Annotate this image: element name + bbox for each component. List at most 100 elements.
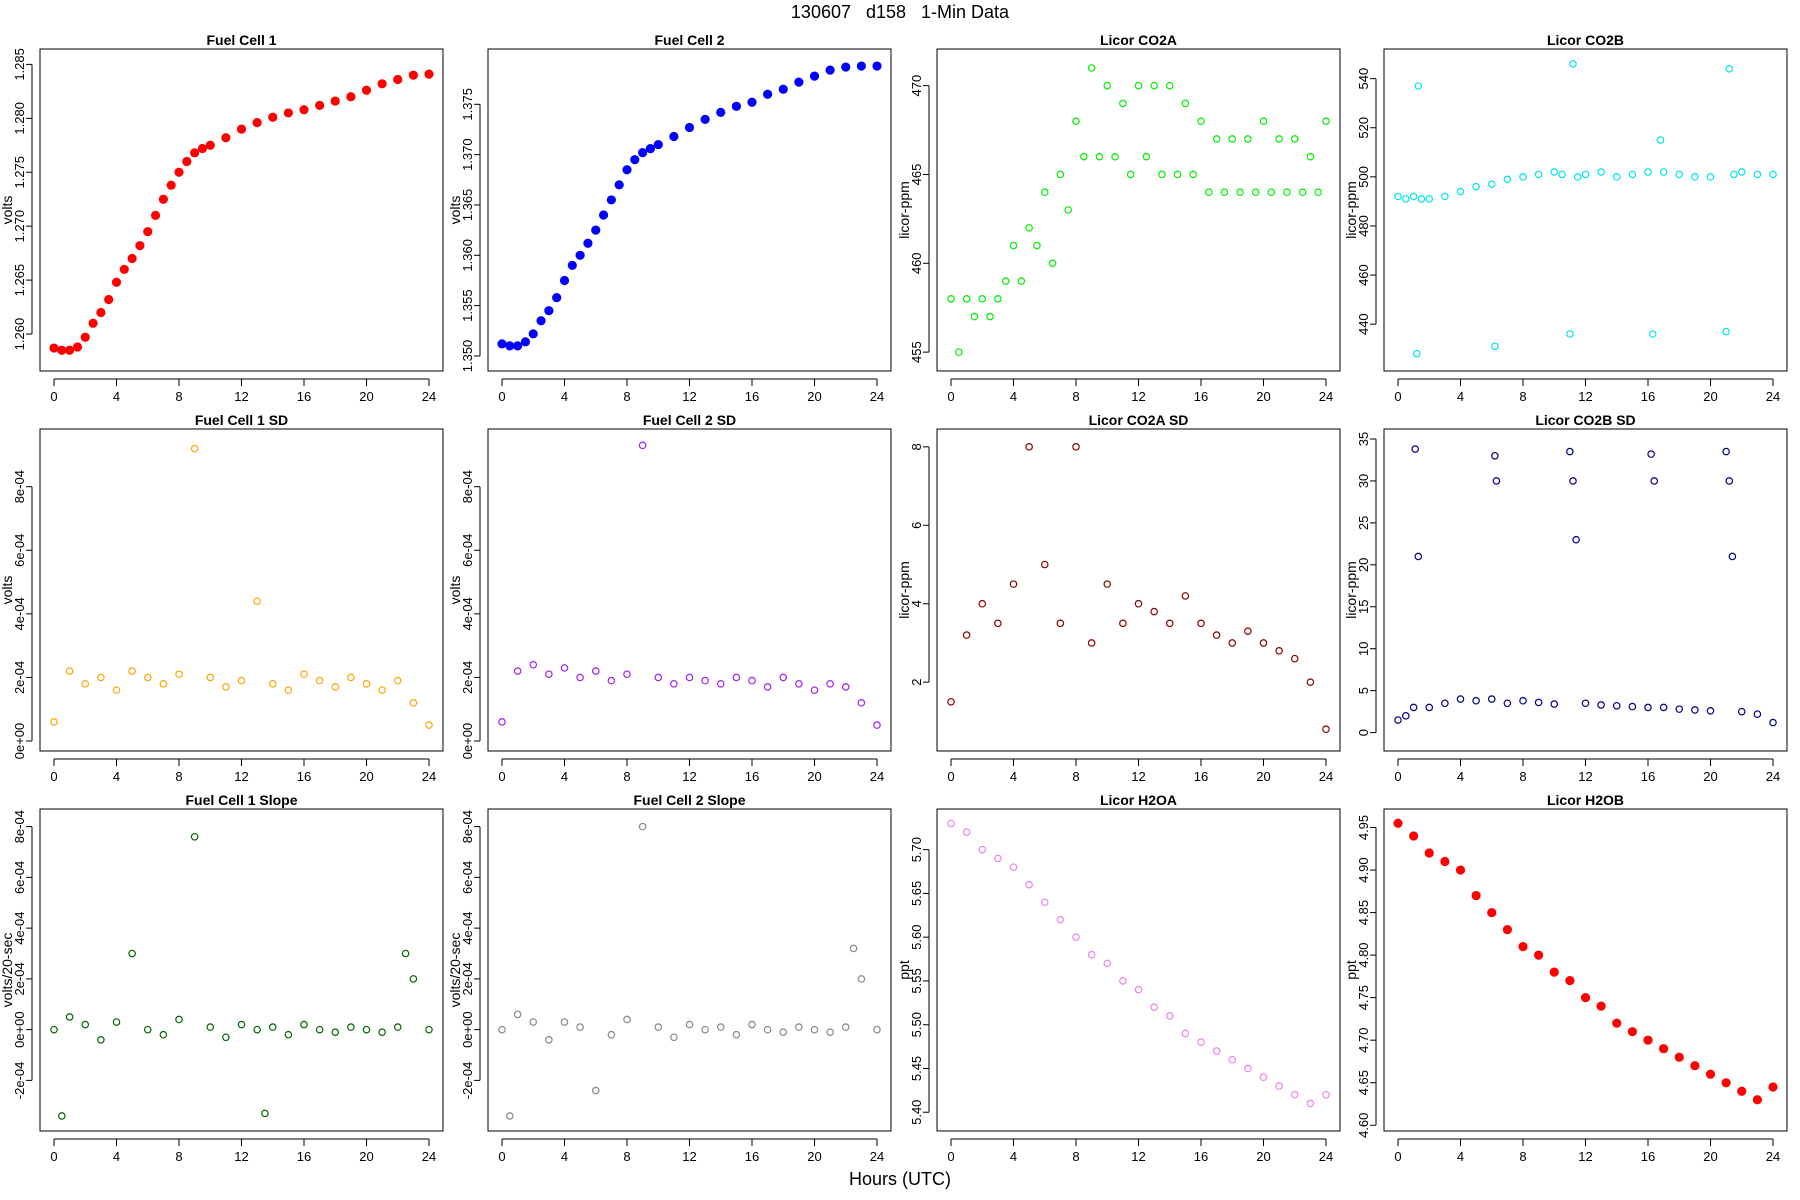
x-tick-label: 20 [1703,1149,1717,1164]
x-tick-label: 20 [807,1149,821,1164]
data-point [576,673,584,682]
data-point [560,664,569,672]
data-point [1298,188,1307,197]
data-point [1197,117,1205,125]
data-point [205,140,215,150]
data-point [1306,152,1315,161]
data-point [1244,1064,1252,1073]
y-tick-label: 6e-04 [12,534,27,567]
data-point [1721,1078,1731,1088]
data-point [1534,698,1543,707]
plot-frame [39,808,444,1132]
data-point [65,1013,74,1021]
panel-title: Fuel Cell 1 [206,32,276,48]
data-point [994,295,1002,303]
data-point [49,343,59,353]
data-point [1283,188,1291,197]
data-point [1706,706,1715,715]
y-tick-label: 15 [1356,600,1371,614]
data-point [857,975,866,983]
y-tick-label: 8e-04 [460,810,475,843]
panel-title: Fuel Cell 1 Slope [185,792,297,808]
data-point [143,673,152,682]
x-tick-label: 4 [1010,769,1017,784]
x-tick-label: 24 [422,1149,436,1164]
data-point [1103,81,1112,90]
data-point [545,670,553,679]
data-point [1722,447,1730,456]
y-tick-label: 6e-04 [460,534,475,567]
data-point [1730,170,1738,179]
x-tick-label: 16 [1194,1149,1208,1164]
data-point [1502,924,1512,935]
data-point [552,292,562,303]
data-point [809,71,820,81]
data-point [1197,1038,1205,1047]
data-point [97,1035,105,1044]
x-tick-label: 20 [359,769,373,784]
x-tick-label: 0 [498,769,505,784]
data-point [1550,168,1559,176]
data-point [393,1023,402,1031]
data-point [1737,168,1746,176]
data-point [623,1015,631,1024]
y-tick-label: 1.285 [12,48,27,81]
data-point [684,122,695,133]
data-point [1424,848,1434,858]
x-tick-label: 4 [1457,1149,1464,1164]
y-tick-label: 8 [909,443,924,450]
x-tick-label: 20 [359,389,373,404]
x-tick-label: 0 [498,389,505,404]
data-point [747,97,757,107]
data-point [1033,241,1041,250]
data-point [346,92,356,102]
panel-title: Fuel Cell 2 [654,32,724,48]
y-tick-label: -2e-04 [12,1062,27,1100]
y-tick-label: 460 [1356,264,1371,286]
data-point [513,341,523,351]
data-point [1580,993,1591,1003]
panel-title: Licor CO2A [1100,32,1177,48]
x-tick-label: 8 [1072,1149,1079,1164]
data-point [299,105,309,115]
data-point [378,1028,386,1036]
data-point [1659,703,1668,712]
data-point [283,108,293,118]
panel-5: Fuel Cell 1 SD volts 0 4 8 12 16 20 24 0e+00 2e-04… [0,412,444,784]
data-point [1119,99,1127,108]
data-point [1725,65,1734,73]
data-point [1409,831,1419,841]
data-point [1647,450,1655,458]
data-point [1212,1047,1221,1055]
x-tick-label: 16 [745,389,759,404]
data-point [206,673,215,682]
data-point [1119,619,1127,628]
y-tick-label: 1.275 [12,156,27,189]
data-point [378,686,386,694]
data-point [159,679,168,688]
y-tick-label: 2 [909,679,924,686]
data-point [1549,967,1559,977]
data-point [654,1023,663,1031]
y-tick-label: 1.355 [460,289,475,322]
data-point [520,337,531,347]
data-point [237,676,246,685]
data-point [1648,330,1657,338]
y-axis-label: licor-ppm [896,561,912,619]
x-tick-label: 20 [807,389,821,404]
y-tick-label: 5.70 [909,837,924,862]
data-point [393,74,403,85]
data-point [1072,117,1080,125]
data-point [190,444,199,453]
data-point [795,1023,803,1031]
data-point [1025,223,1033,232]
data-point [955,348,963,356]
x-tick-label: 24 [1319,389,1333,404]
data-point [135,240,145,251]
data-point [300,1020,308,1029]
data-point [1220,188,1229,197]
y-axis-label: volts/20-sec [0,933,15,1008]
y-tick-label: 25 [1356,516,1371,530]
data-point [1236,188,1244,197]
x-tick-label: 0 [1394,1149,1401,1164]
